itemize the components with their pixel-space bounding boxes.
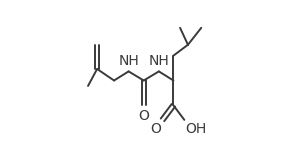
Text: OH: OH [185,122,207,136]
Text: NH: NH [118,54,139,68]
Text: NH: NH [149,54,169,68]
Text: O: O [151,122,161,136]
Text: O: O [138,109,149,123]
